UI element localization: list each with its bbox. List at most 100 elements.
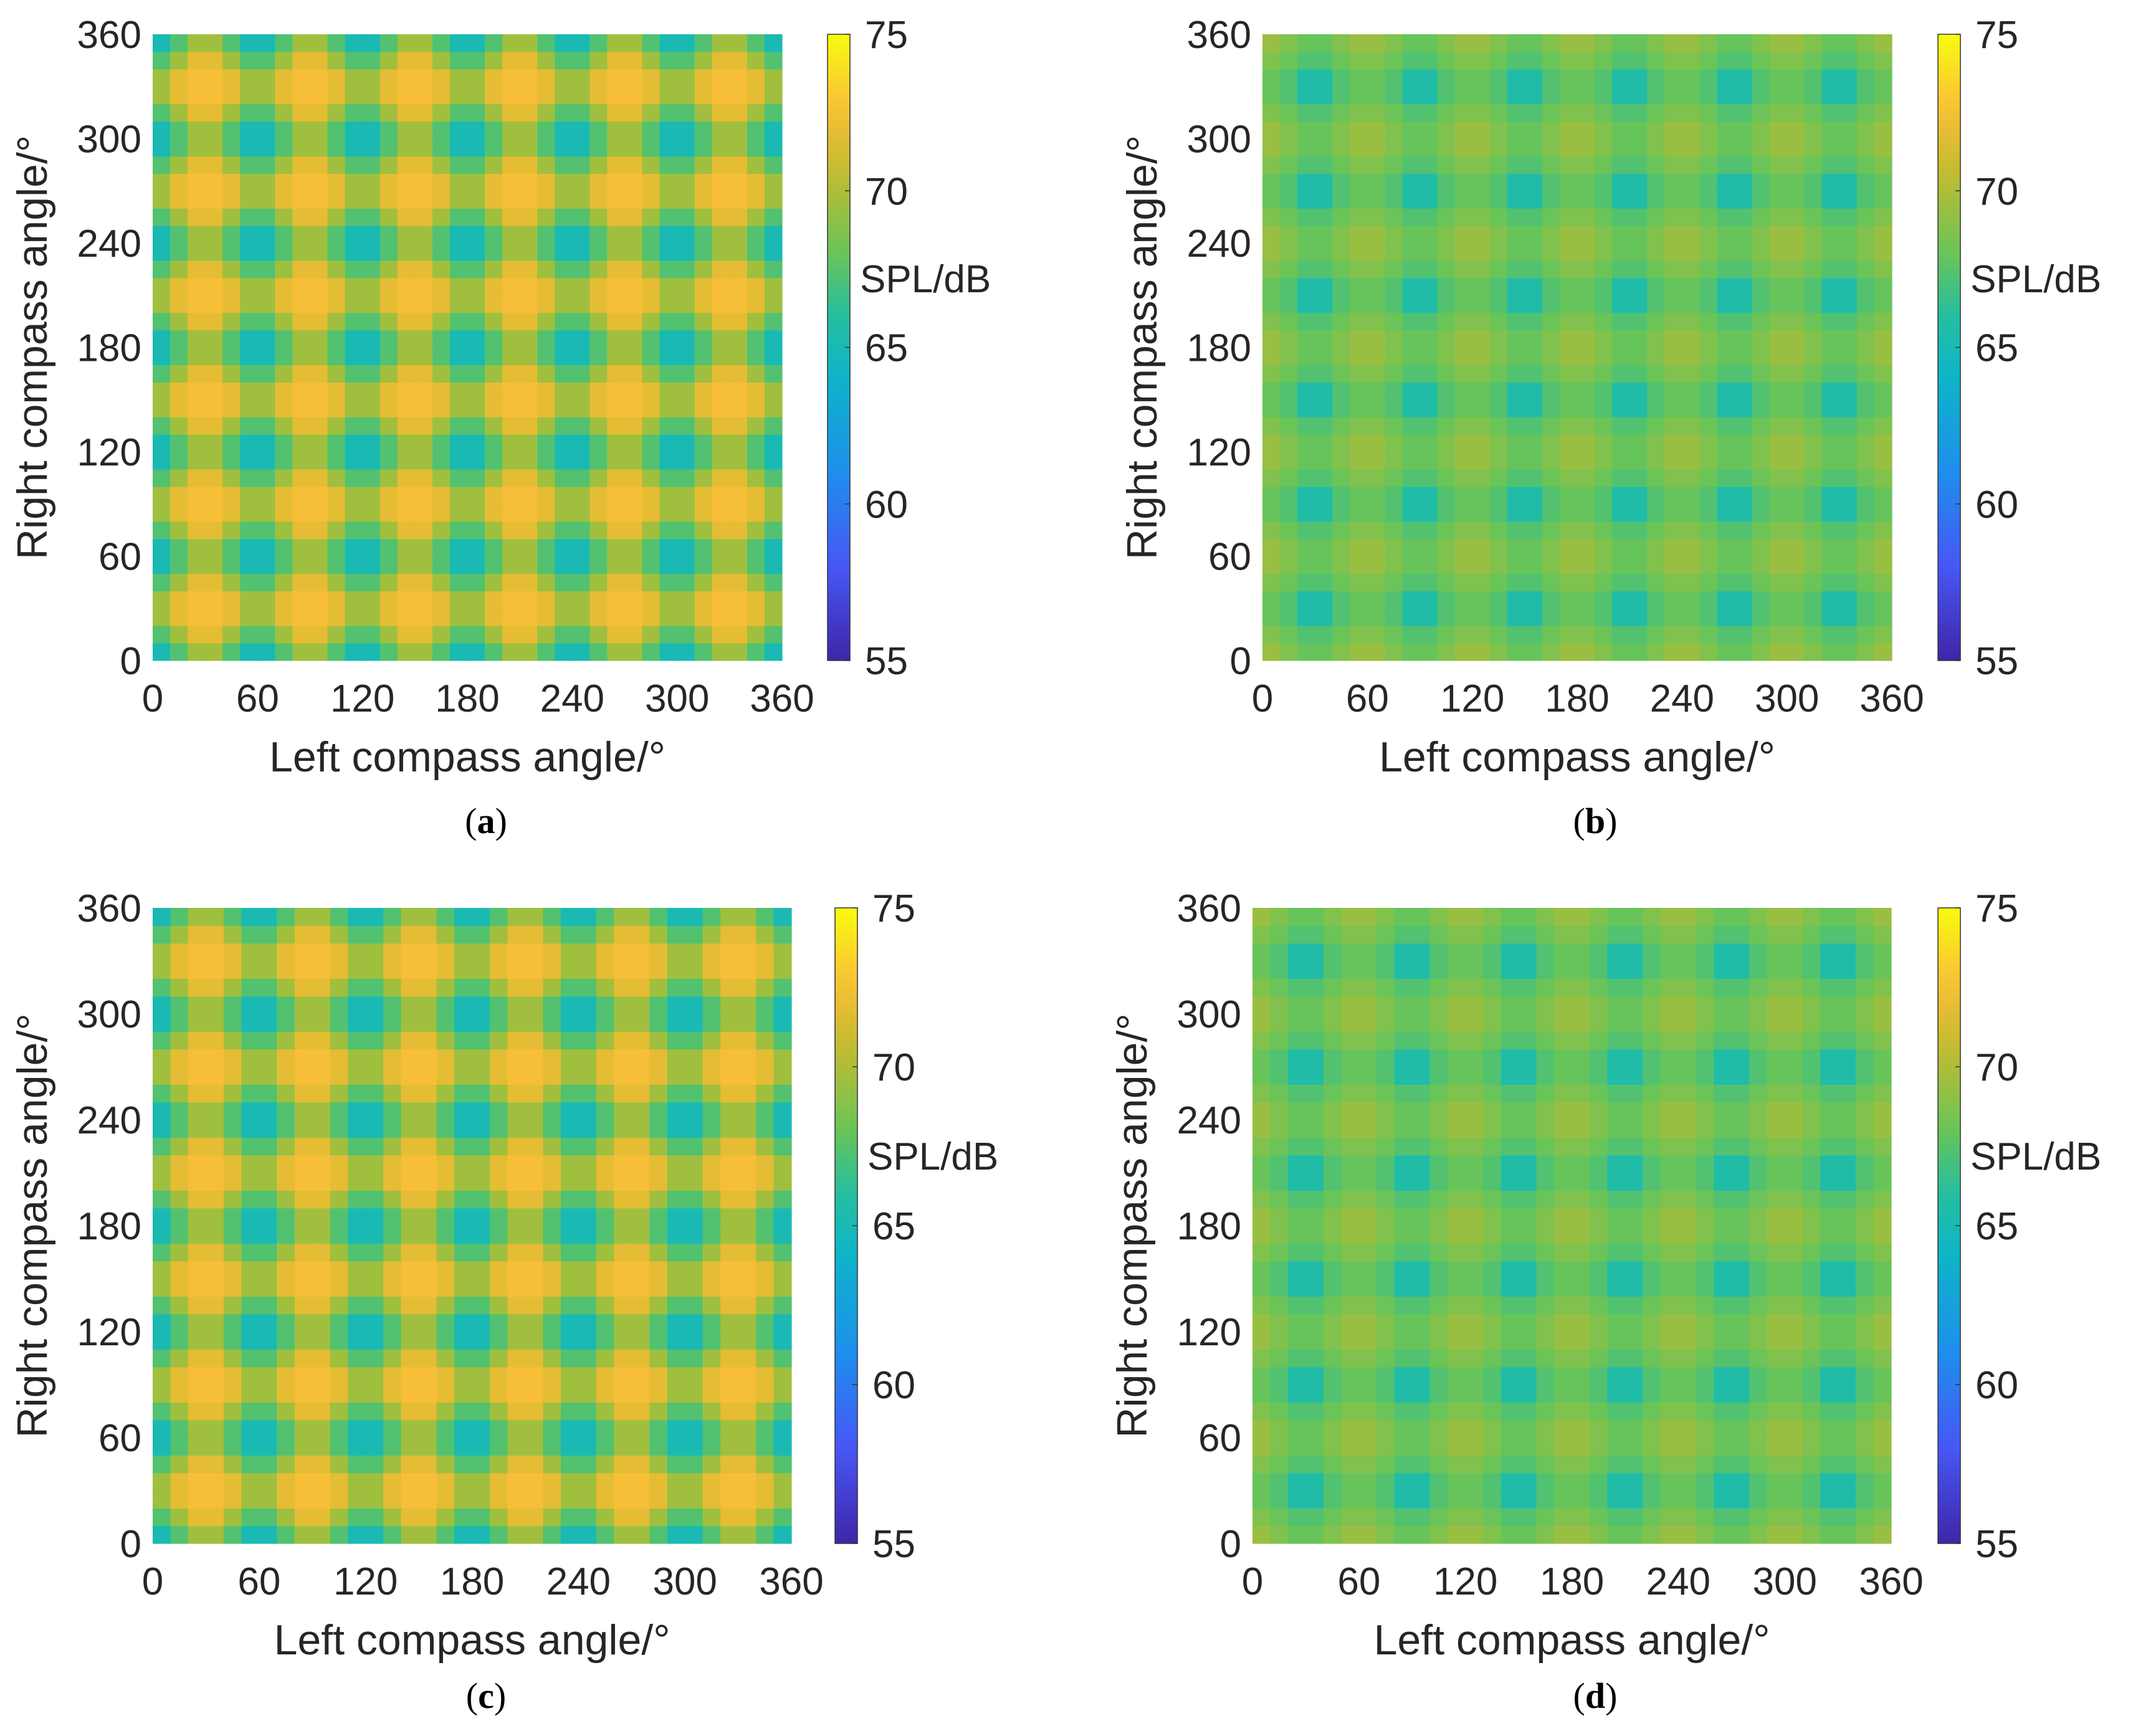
heatmap-cell xyxy=(1643,1279,1661,1297)
heatmap-cell xyxy=(1714,943,1732,961)
heatmap-cell xyxy=(1377,1173,1395,1191)
heatmap-cell xyxy=(1385,312,1403,331)
heatmap-cell xyxy=(1664,330,1682,348)
heatmap-cell xyxy=(449,312,468,331)
heatmap-cell xyxy=(1280,591,1298,609)
heatmap-cell xyxy=(1821,295,1840,313)
heatmap-cell xyxy=(1501,925,1519,944)
heatmap-cell xyxy=(738,1226,756,1244)
heatmap-cell xyxy=(614,908,632,926)
heatmap-cell xyxy=(659,503,678,522)
heatmap-cell xyxy=(764,260,783,279)
heatmap-cell xyxy=(1377,1385,1395,1403)
heatmap-cell xyxy=(1717,330,1735,348)
heatmap-cell xyxy=(572,312,590,331)
heatmap-cell xyxy=(589,226,608,244)
heatmap-cell xyxy=(631,1137,650,1156)
heatmap-cell xyxy=(1472,486,1491,505)
heatmap-cell xyxy=(1577,173,1595,191)
heatmap-cell xyxy=(1542,191,1560,209)
heatmap-cell xyxy=(223,1455,242,1474)
heatmap-cell xyxy=(1589,1455,1608,1474)
heatmap-cell xyxy=(1420,51,1438,70)
heatmap-cell xyxy=(1489,382,1508,400)
heatmap-cell xyxy=(348,961,366,979)
heatmap-cell xyxy=(1804,556,1823,575)
heatmap-cell xyxy=(449,208,468,226)
heatmap-cell xyxy=(188,608,206,626)
heatmap-cell xyxy=(677,486,695,505)
heatmap-cell xyxy=(383,1314,402,1332)
heatmap-cell xyxy=(449,173,468,191)
heatmap-cell xyxy=(383,1155,402,1173)
heatmap-cell xyxy=(1699,608,1718,626)
heatmap-cell xyxy=(1323,1031,1342,1050)
heatmap-cell xyxy=(1856,34,1875,52)
heatmap-cell xyxy=(1367,138,1385,157)
heatmap-cell xyxy=(312,1155,331,1173)
heatmap-cell xyxy=(1787,538,1805,557)
y-tick-label: 180 xyxy=(1187,327,1251,370)
heatmap-cell xyxy=(614,1208,632,1226)
heatmap-cell xyxy=(327,573,346,591)
heatmap-cell xyxy=(330,1508,348,1527)
heatmap-cell xyxy=(1507,34,1525,52)
heatmap-cell xyxy=(1804,469,1823,487)
heatmap-cell xyxy=(1734,260,1753,279)
heatmap-cell xyxy=(294,1419,313,1438)
heatmap-cell xyxy=(401,1031,419,1050)
heatmap-cell xyxy=(631,1120,650,1138)
heatmap-cell xyxy=(1377,1402,1395,1421)
heatmap-cell xyxy=(572,556,590,575)
heatmap-cell xyxy=(362,434,381,452)
heatmap-cell xyxy=(383,1508,402,1527)
heatmap-cell xyxy=(1412,978,1431,997)
heatmap-cell xyxy=(1437,591,1456,609)
heatmap-cell xyxy=(241,1508,260,1527)
heatmap-cell xyxy=(1595,626,1613,644)
heatmap-cell xyxy=(1664,208,1682,226)
heatmap-cell xyxy=(1377,1419,1395,1438)
heatmap-cell xyxy=(188,1120,207,1138)
heatmap-cell xyxy=(572,260,590,279)
heatmap-cell xyxy=(153,1173,171,1191)
heatmap-cell xyxy=(1787,34,1805,52)
heatmap-cell xyxy=(520,295,538,313)
heatmap-cell xyxy=(1572,1084,1590,1103)
heatmap-cell xyxy=(1696,1137,1714,1156)
heatmap-cell xyxy=(345,260,363,279)
heatmap-cell xyxy=(153,469,171,487)
heatmap-cell xyxy=(1483,925,1502,944)
heatmap-cell xyxy=(1483,1525,1502,1544)
heatmap-cell xyxy=(1489,312,1508,331)
heatmap-cell xyxy=(1554,1067,1573,1085)
heatmap-cell xyxy=(712,382,730,400)
heatmap-cell xyxy=(1554,1366,1573,1385)
heatmap-cell xyxy=(1731,1173,1750,1191)
heatmap-cell xyxy=(520,452,538,470)
heatmap-cell xyxy=(1660,1472,1679,1491)
heatmap-cell xyxy=(667,1349,685,1368)
heatmap-cell xyxy=(507,1402,526,1421)
heatmap-cell xyxy=(1731,1508,1750,1527)
heatmap-cell xyxy=(1595,643,1613,661)
heatmap-cell xyxy=(560,1190,579,1209)
heatmap-cell xyxy=(1664,347,1682,366)
heatmap-cell xyxy=(365,1049,384,1067)
heatmap-cell xyxy=(1448,1455,1466,1474)
heatmap-cell xyxy=(345,382,363,400)
heatmap-cell xyxy=(1412,1031,1431,1050)
heatmap-cell xyxy=(1297,469,1315,487)
heatmap-cell xyxy=(642,608,661,626)
heatmap-cell xyxy=(467,51,485,70)
heatmap-cell xyxy=(348,1226,366,1244)
heatmap-cell xyxy=(1572,1120,1590,1138)
heatmap-cell xyxy=(578,996,597,1014)
heatmap-cell xyxy=(397,347,416,366)
heatmap-cell xyxy=(560,1102,579,1120)
y-tick-label: 120 xyxy=(77,1311,141,1354)
colorbar-tick-label: 75 xyxy=(1975,14,2018,57)
heatmap-cell xyxy=(507,1014,526,1032)
heatmap-cell xyxy=(1839,469,1858,487)
heatmap-cell xyxy=(1412,1438,1431,1456)
